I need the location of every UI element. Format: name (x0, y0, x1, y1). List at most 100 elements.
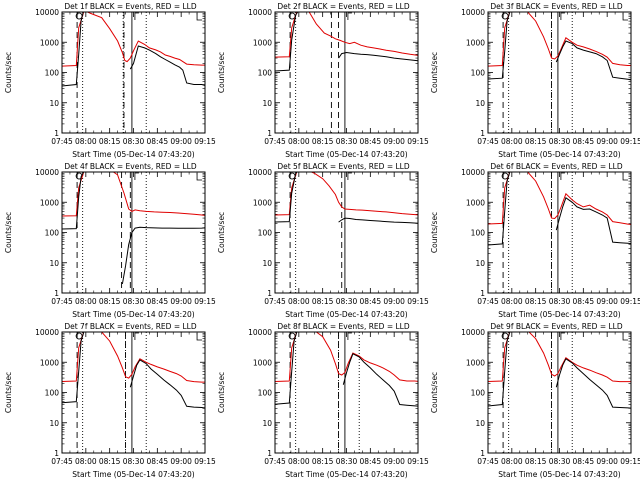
series-line-black (488, 332, 511, 407)
x-tick-label: 09:00 (596, 297, 618, 306)
x-tick-label: 07:45 (51, 137, 73, 146)
series-group (275, 12, 418, 72)
interval-marker-bracket (560, 172, 565, 180)
x-tick-label: 07:45 (264, 457, 286, 466)
interval-marker-bracket (134, 12, 139, 20)
y-tick-label: 10 (475, 419, 485, 428)
series-line-black (129, 45, 205, 87)
interval-marker-bracket (134, 332, 139, 340)
y-tick-label: 1 (267, 449, 272, 458)
y-axis-label: Counts/sec (430, 52, 439, 93)
y-tick-label: 100 (258, 69, 273, 78)
interval-marker-bracket (347, 12, 352, 20)
x-tick-label: 09:00 (383, 137, 405, 146)
x-tick-label: 08:00 (501, 457, 523, 466)
series-line-red (62, 332, 205, 383)
interval-marker-corner (622, 173, 629, 181)
y-tick-label: 1 (54, 289, 59, 298)
series-group (488, 12, 631, 81)
y-tick-label: 10000 (248, 168, 272, 177)
x-tick-label: 09:15 (194, 297, 216, 306)
y-axis-label: Counts/sec (217, 372, 226, 413)
interval-marker-circle (501, 172, 509, 180)
x-tick-label: 09:15 (407, 137, 429, 146)
y-tick-label: 100 (45, 69, 60, 78)
x-tick-label: 07:45 (477, 457, 499, 466)
x-tick-label: 08:00 (75, 457, 97, 466)
series-line-black (121, 226, 205, 284)
y-tick-label: 1000 (40, 38, 59, 47)
x-tick-label: 09:00 (383, 457, 405, 466)
x-tick-label: 09:15 (407, 297, 429, 306)
chart-panel-7: Det 7f BLACK = Events, RED = LLD Counts/s… (4, 322, 216, 479)
x-tick-label: 08:45 (360, 457, 382, 466)
interval-marker-bracket (560, 332, 565, 340)
y-tick-label: 10 (49, 259, 59, 268)
x-tick-label: 08:15 (525, 457, 547, 466)
y-axis-label: Counts/sec (430, 212, 439, 253)
interval-marker-circle (75, 172, 83, 180)
y-tick-label: 1 (54, 129, 59, 138)
x-tick-label: 09:15 (620, 297, 640, 306)
x-tick-label: 08:15 (525, 137, 547, 146)
interval-marker-corner (622, 13, 629, 21)
interval-marker-bracket (560, 12, 565, 20)
chart-title: Det 4f BLACK = Events, RED = LLD (64, 162, 197, 171)
y-tick-label: 1000 (466, 358, 485, 367)
x-axis-label: Start Time (05-Dec-14 07:43:20) (72, 150, 194, 159)
chart-title: Det 9f BLACK = Events, RED = LLD (490, 322, 623, 331)
series-line-black (338, 51, 418, 62)
x-axis-label: Start Time (05-Dec-14 07:43:20) (498, 150, 620, 159)
y-tick-label: 10000 (461, 8, 485, 17)
x-tick-label: 08:45 (147, 457, 169, 466)
x-tick-label: 08:00 (501, 297, 523, 306)
plot-frame (61, 171, 206, 294)
y-tick-label: 10 (49, 419, 59, 428)
x-axis-label: Start Time (05-Dec-14 07:43:20) (498, 470, 620, 479)
series-line-black (62, 172, 85, 230)
y-tick-label: 1000 (40, 198, 59, 207)
series-line-black (338, 217, 418, 224)
interval-marker-circle (288, 172, 296, 180)
y-tick-label: 1 (480, 289, 485, 298)
interval-marker-corner (409, 333, 416, 341)
plot-frame (274, 11, 419, 134)
series-group (275, 172, 418, 224)
interval-marker-corner (622, 333, 629, 341)
y-tick-label: 10000 (461, 168, 485, 177)
series-line-black (342, 353, 418, 407)
chart-title: Det 7f BLACK = Events, RED = LLD (64, 322, 197, 331)
series-line-black (555, 40, 631, 81)
plot-frame (274, 171, 419, 294)
x-tick-label: 09:00 (596, 137, 618, 146)
chart-panel-4: Det 4f BLACK = Events, RED = LLD Counts/s… (4, 162, 216, 319)
y-axis-label: Counts/sec (217, 212, 226, 253)
x-axis-label: Start Time (05-Dec-14 07:43:20) (285, 310, 407, 319)
interval-marker-corner (196, 13, 203, 21)
y-tick-label: 1 (480, 129, 485, 138)
series-line-black (62, 332, 85, 404)
series-line-red (62, 172, 205, 217)
y-axis-label: Counts/sec (4, 372, 13, 413)
y-tick-label: 100 (45, 389, 60, 398)
y-tick-label: 1 (54, 449, 59, 458)
series-line-black (129, 359, 205, 409)
y-tick-label: 10000 (35, 168, 59, 177)
series-line-red (488, 172, 631, 226)
y-tick-label: 1000 (253, 358, 272, 367)
chart-panel-2: Det 2f BLACK = Events, RED = LLD Counts/s… (217, 2, 429, 159)
x-tick-label: 08:15 (99, 457, 121, 466)
y-axis-label: Counts/sec (4, 212, 13, 253)
x-tick-label: 08:00 (288, 457, 310, 466)
x-tick-label: 08:30 (123, 137, 145, 146)
chart-title: Det 1f BLACK = Events, RED = LLD (64, 2, 197, 11)
y-tick-label: 100 (471, 389, 486, 398)
x-tick-label: 08:15 (312, 297, 334, 306)
x-tick-label: 08:30 (336, 457, 358, 466)
x-tick-label: 09:00 (596, 457, 618, 466)
series-group (488, 332, 631, 409)
y-tick-label: 1 (267, 289, 272, 298)
plot-frame (61, 11, 206, 134)
y-tick-label: 1 (267, 129, 272, 138)
